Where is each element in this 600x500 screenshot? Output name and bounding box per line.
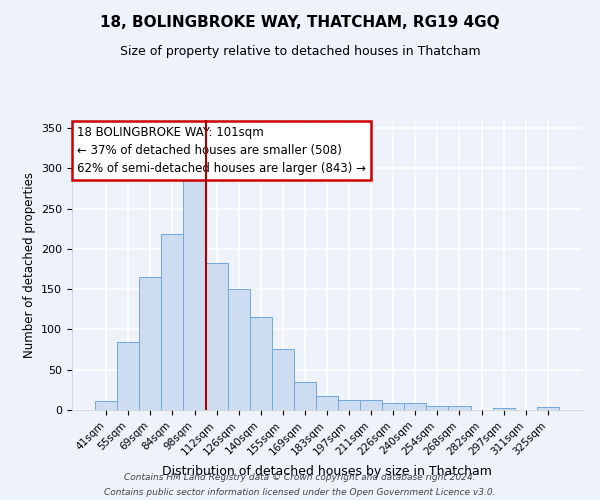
Bar [316,396,338,410]
Bar [537,407,559,410]
Text: Size of property relative to detached houses in Thatcham: Size of property relative to detached ho… [119,45,481,58]
Text: Contains HM Land Registry data © Crown copyright and database right 2024.: Contains HM Land Registry data © Crown c… [124,473,476,482]
Bar [139,277,161,410]
Bar [184,176,206,410]
Bar [448,406,470,410]
Bar [360,400,382,410]
Text: 18, BOLINGBROKE WAY, THATCHAM, RG19 4GQ: 18, BOLINGBROKE WAY, THATCHAM, RG19 4GQ [100,15,500,30]
Bar [250,318,272,410]
Y-axis label: Number of detached properties: Number of detached properties [23,172,35,358]
Text: Contains public sector information licensed under the Open Government Licence v3: Contains public sector information licen… [104,488,496,497]
Bar [427,406,448,410]
Bar [294,382,316,410]
Bar [117,342,139,410]
Text: 18 BOLINGBROKE WAY: 101sqm
← 37% of detached houses are smaller (508)
62% of sem: 18 BOLINGBROKE WAY: 101sqm ← 37% of deta… [77,126,366,175]
Bar [95,401,117,410]
Bar [493,408,515,410]
Bar [382,403,404,410]
Bar [338,400,360,410]
X-axis label: Distribution of detached houses by size in Thatcham: Distribution of detached houses by size … [162,465,492,478]
Bar [206,262,227,410]
Bar [272,349,294,410]
Bar [404,403,427,410]
Bar [227,289,250,410]
Bar [161,234,184,410]
